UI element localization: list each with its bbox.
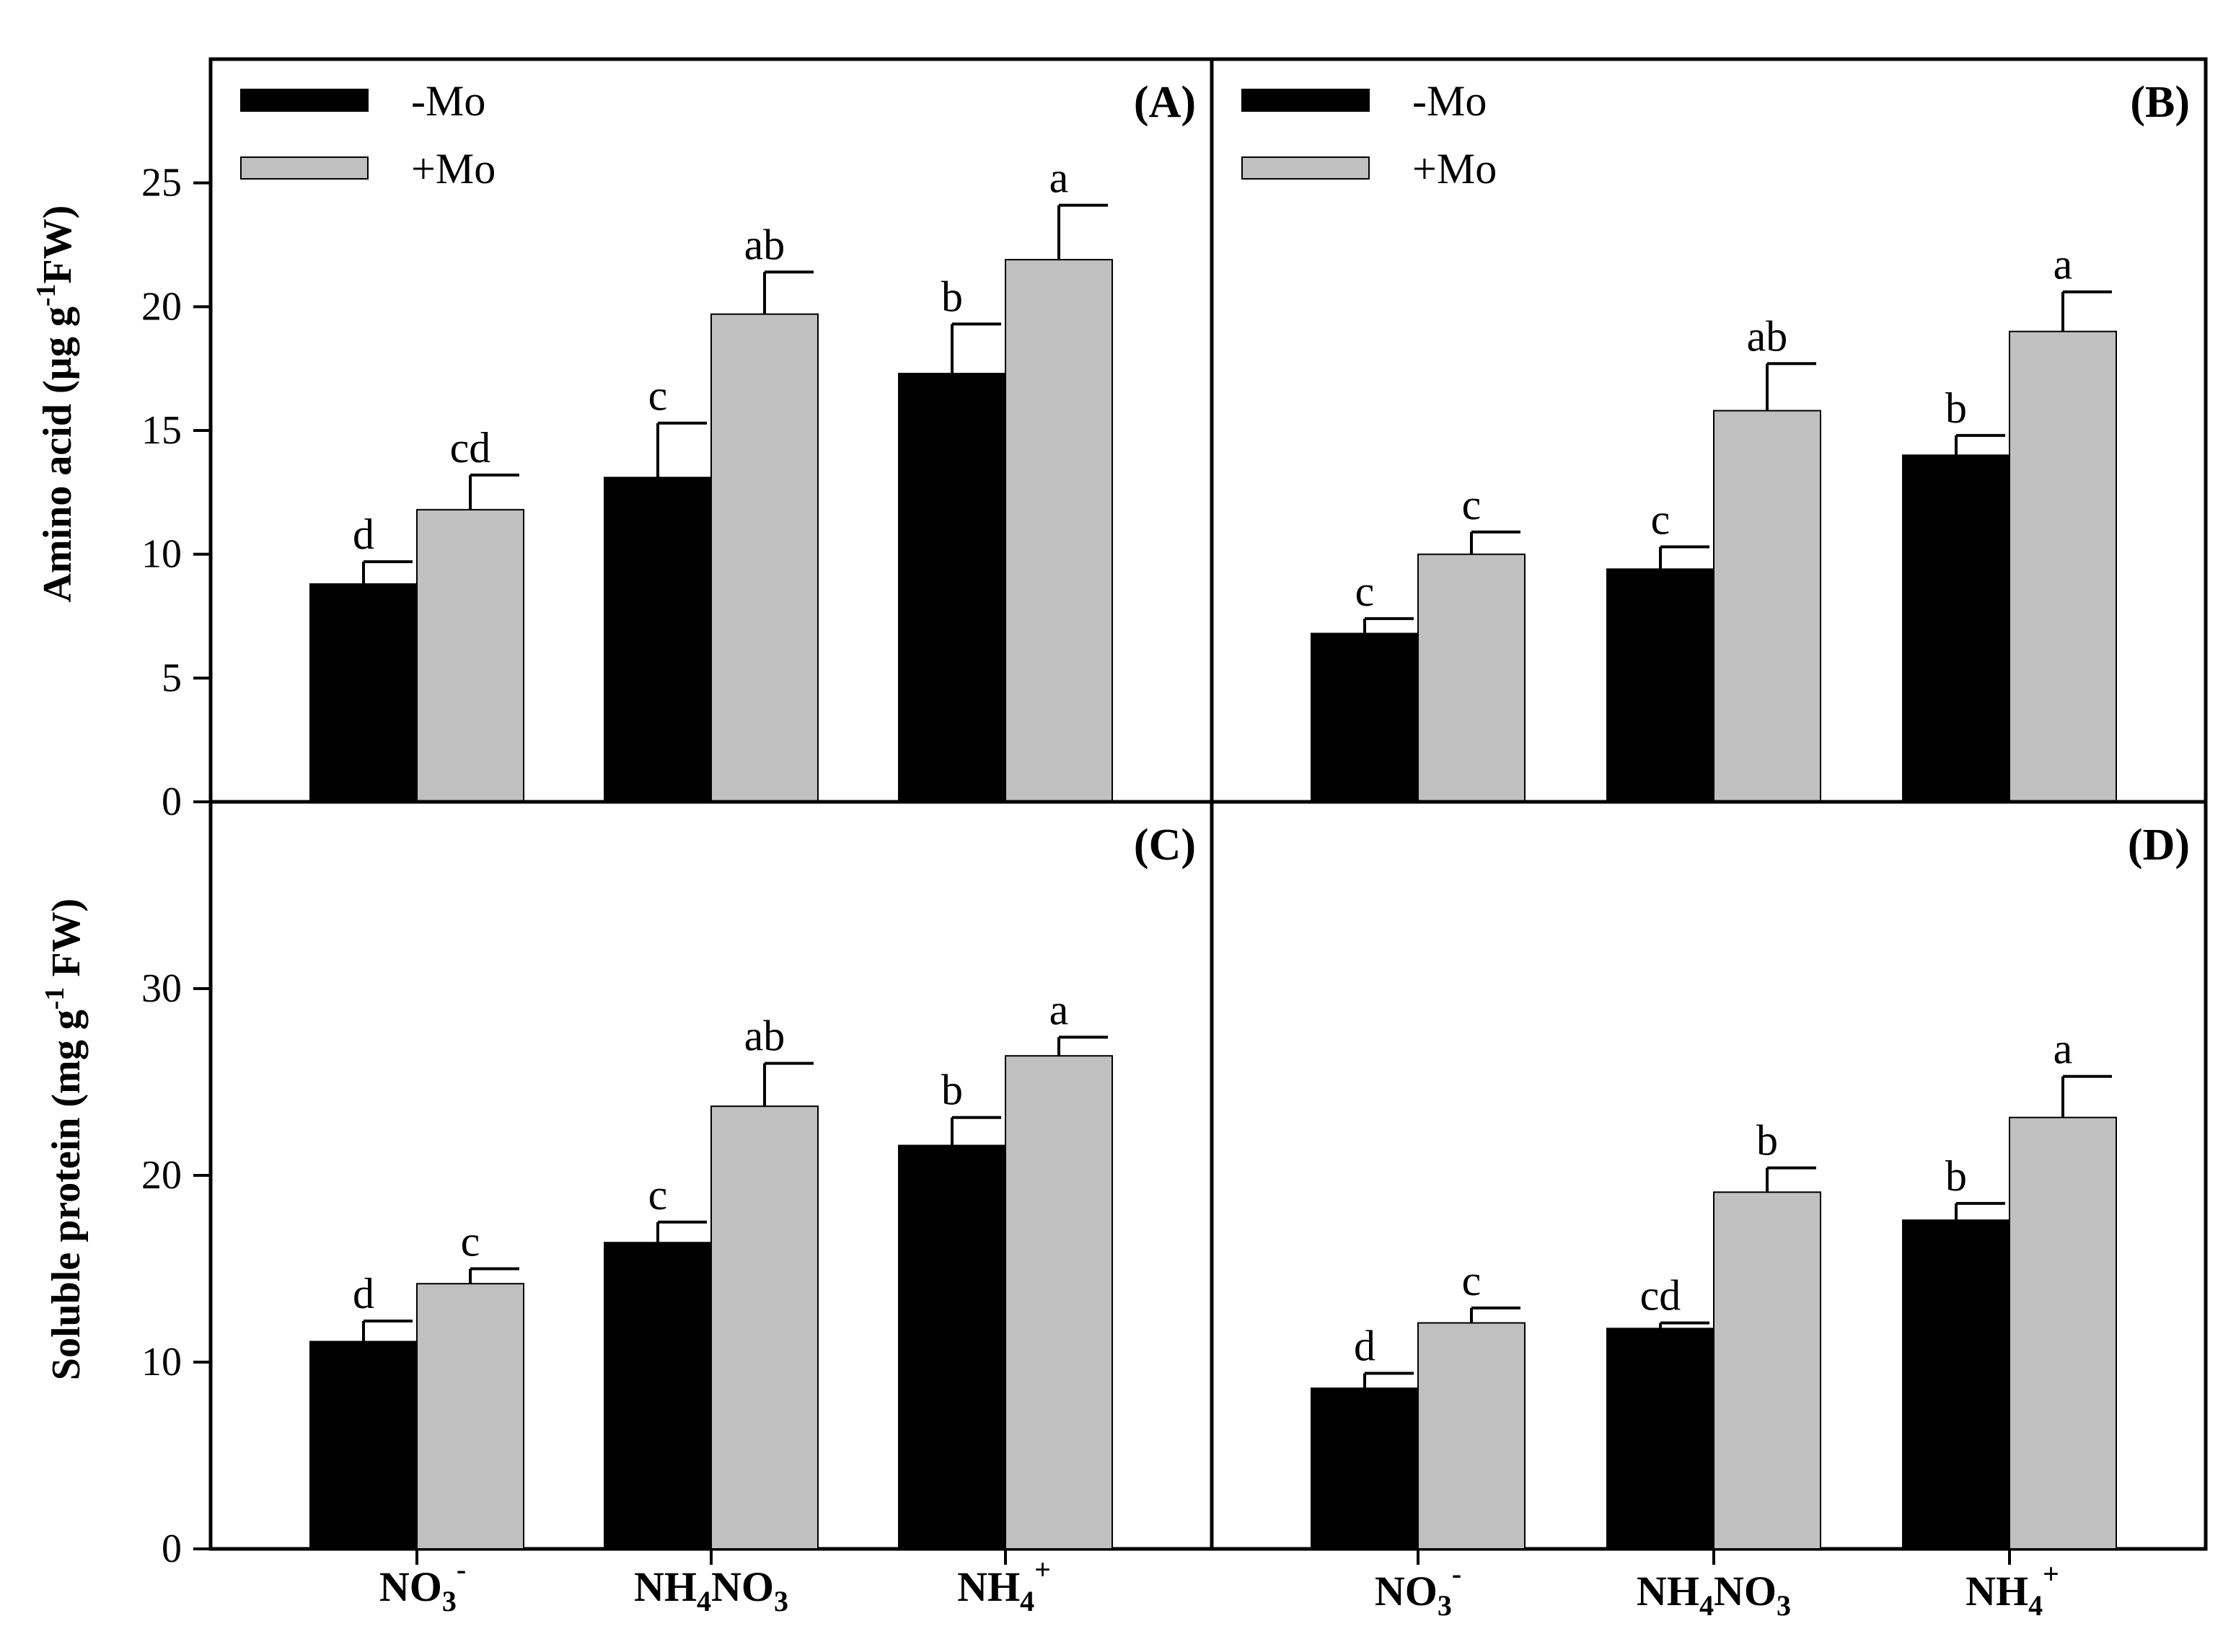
cat-label-nh4-right: NH4+ xyxy=(1966,1558,2059,1622)
panel-b-bar-plus-2 xyxy=(2009,330,2117,803)
category-labels-right: NO3- NH4NO3 NH4+ xyxy=(1375,1558,2059,1622)
panel-d: d cd b c b a (D) xyxy=(1210,800,2208,1565)
y-title-protein-sup: -1 xyxy=(40,987,70,1010)
panel-b-sig-minus-2: b xyxy=(1945,384,1967,432)
panel-c-bar-plus-0 xyxy=(416,1283,524,1550)
panel-b-sig-plus-2: a xyxy=(2053,241,2073,288)
panel-d-sig-plus-0: c xyxy=(1462,1257,1482,1304)
panel-c-ytick-label-0: 0 xyxy=(162,1527,182,1571)
panel-b-bar-plus-0 xyxy=(1417,553,1526,803)
panel-b-bar-minus-2 xyxy=(1902,454,2010,803)
panel-c-bar-plus-1 xyxy=(710,1105,819,1550)
y-title-protein-tail: FW) xyxy=(44,898,89,987)
panel-a-ytick-label-20: 20 xyxy=(141,284,182,329)
panel-b: c c b c ab a (B) -Mo +Mo xyxy=(1210,57,2208,804)
panel-c-bar-minus-1 xyxy=(604,1242,712,1550)
panel-a-sig-minus-1: c xyxy=(648,372,668,420)
panel-d-bar-plus-0 xyxy=(1417,1322,1526,1550)
panel-d-sig-plus-2: a xyxy=(2053,1025,2073,1073)
y-title-amino: Amino acid (µg g-1FW) xyxy=(31,206,80,603)
panel-c-sig-plus-2: a xyxy=(1049,986,1069,1033)
y-title-protein: Soluble protein (mg g-1 FW) xyxy=(40,898,89,1380)
panel-b-sig-minus-0: c xyxy=(1355,567,1375,615)
panel-c-sig-minus-2: b xyxy=(941,1066,963,1114)
panel-d-tag: (D) xyxy=(2128,821,2190,870)
panel-a-sig-plus-2: a xyxy=(1049,154,1069,202)
panel-c-ytick-label-10: 10 xyxy=(141,1340,182,1384)
panel-a-ytick-label-5: 5 xyxy=(162,655,182,700)
y-title-amino-tail: FW) xyxy=(35,206,80,284)
panels-layer: 0510152025dcbcdaba(A)-Mo+Moccbcaba(B)-Mo… xyxy=(141,57,2208,1571)
panel-a-bar-minus-2 xyxy=(898,373,1006,803)
panel-b-bar-minus-0 xyxy=(1311,632,1419,803)
panel-a-sig-minus-2: b xyxy=(941,273,963,320)
panel-c-ytick-label-20: 20 xyxy=(141,1153,182,1198)
panel-d-bar-plus-2 xyxy=(2009,1116,2117,1550)
panel-a-bar-plus-2 xyxy=(1005,259,1113,803)
panel-c-sig-plus-1: ab xyxy=(744,1012,785,1060)
cat-label-nh4no3-left: NH4NO3 xyxy=(634,1563,788,1617)
panel-a-legend-swatch-plus xyxy=(240,156,369,180)
panel-a-bar-minus-1 xyxy=(604,477,712,803)
panel-a-legend-label-minus: -Mo xyxy=(411,77,485,125)
panel-d-bar-minus-0 xyxy=(1311,1387,1419,1550)
panel-c-bar-plus-2 xyxy=(1005,1055,1113,1550)
cat-label-nh4no3-right: NH4NO3 xyxy=(1637,1568,1791,1622)
cat-label-no3-left: NO3- xyxy=(379,1553,466,1617)
panel-c-bar-minus-2 xyxy=(898,1144,1006,1550)
panel-b-sig-minus-1: c xyxy=(1651,495,1670,543)
panel-d-bar-minus-2 xyxy=(1902,1219,2010,1550)
panel-d-bar-minus-1 xyxy=(1606,1328,1714,1550)
y-title-amino-sup: -1 xyxy=(31,283,61,306)
panel-a-tag: (A) xyxy=(1134,78,1196,127)
panel-a-sig-plus-0: cd xyxy=(450,424,491,472)
category-labels-left: NO3- NH4NO3 NH4+ xyxy=(379,1553,1051,1617)
panel-c-sig-minus-0: d xyxy=(353,1270,374,1317)
panel-b-bar-plus-1 xyxy=(1713,410,1821,803)
panel-a-sig-plus-1: ab xyxy=(744,221,785,268)
panel-a-legend-swatch-minus xyxy=(240,89,369,112)
panel-b-sig-plus-0: c xyxy=(1462,481,1482,529)
panel-a-bar-plus-1 xyxy=(710,313,819,803)
panel-d-sig-minus-2: b xyxy=(1945,1152,1967,1200)
panel-a-ytick-label-10: 10 xyxy=(141,532,182,577)
panel-c-sig-minus-1: c xyxy=(648,1171,668,1219)
cat-label-no3-right: NO3- xyxy=(1375,1558,1461,1622)
panel-a: 0 5 10 15 20 25 d c b cd ab a (A) -Mo +Mo xyxy=(141,57,1214,824)
panel-b-bar-minus-1 xyxy=(1606,568,1714,803)
panel-a-ytick-label-15: 15 xyxy=(141,408,182,453)
cat-label-nh4-left: NH4+ xyxy=(957,1553,1051,1617)
panel-a-legend-label-plus: +Mo xyxy=(411,145,496,193)
panel-d-sig-minus-1: cd xyxy=(1640,1272,1681,1320)
y-title-protein-main: Soluble protein (mg g xyxy=(44,1010,89,1380)
panel-b-sig-plus-1: ab xyxy=(1747,312,1788,360)
panel-b-legend-label-plus: +Mo xyxy=(1412,145,1497,193)
panel-c-tag: (C) xyxy=(1134,821,1196,870)
panel-a-sig-minus-0: d xyxy=(353,511,374,558)
panel-b-legend-swatch-plus xyxy=(1241,156,1370,180)
panel-c: 0 10 20 30 d c b c ab a (C) xyxy=(141,800,1214,1571)
panel-a-ytick-label-0: 0 xyxy=(162,779,182,824)
panel-a-ytick-label-25: 25 xyxy=(141,161,182,206)
panel-b-legend-label-minus: -Mo xyxy=(1412,77,1487,125)
panel-b-legend-swatch-minus xyxy=(1241,89,1370,112)
panel-d-sig-plus-1: b xyxy=(1756,1117,1778,1165)
panel-c-sig-plus-0: c xyxy=(461,1218,480,1265)
panel-d-sig-minus-0: d xyxy=(1354,1322,1375,1370)
panel-c-bar-minus-0 xyxy=(309,1340,418,1550)
panel-c-ytick-label-30: 30 xyxy=(141,966,182,1011)
panel-a-bar-minus-0 xyxy=(309,583,418,803)
panel-b-tag: (B) xyxy=(2130,78,2190,127)
panel-d-bar-plus-1 xyxy=(1713,1191,1821,1550)
y-title-amino-main: Amino acid (µg g xyxy=(35,306,80,602)
panel-a-bar-plus-0 xyxy=(416,508,524,803)
